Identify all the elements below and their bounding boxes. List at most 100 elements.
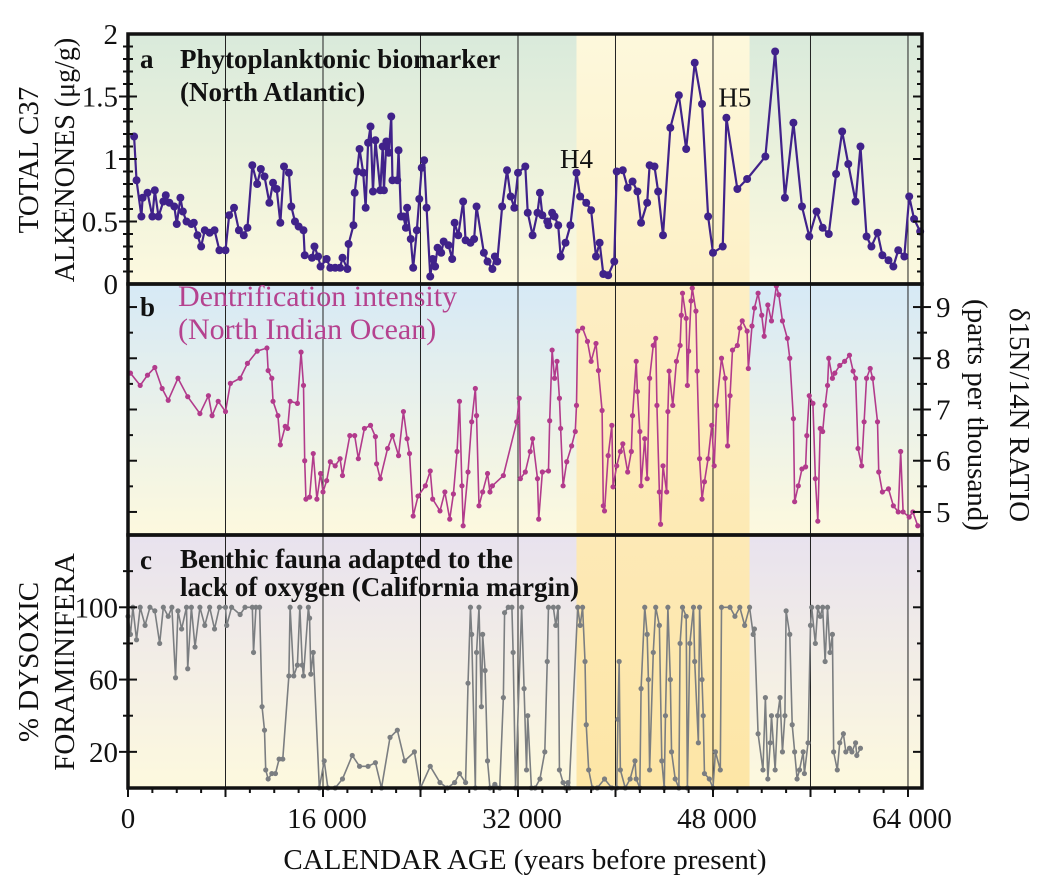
panel-c-data-point <box>523 767 530 773</box>
panel-c-data-point <box>767 740 773 746</box>
panel-a-data-point <box>382 137 391 146</box>
panel-c-data-point <box>525 713 531 719</box>
panel-c-data-point <box>560 779 566 786</box>
panel-a-data-point <box>838 127 847 136</box>
panel-c-data-point <box>650 649 656 656</box>
panel-a-data-point <box>406 235 415 243</box>
panel-b-data-point <box>874 419 881 425</box>
panel-c-data-point <box>555 604 561 610</box>
panel-b-data-point <box>473 413 480 419</box>
panel-c-data-point <box>586 767 592 773</box>
panel-a-data-point <box>771 47 780 56</box>
panel-a-y-tick-label: 1 <box>104 144 119 176</box>
panel-b-data-point <box>549 347 555 353</box>
panel-c-data-point <box>294 662 301 668</box>
panel-a-data-point <box>595 238 604 247</box>
panel-b-data-point <box>327 459 333 465</box>
panel-b-data-point <box>367 422 374 428</box>
panel-b-data-point <box>759 312 765 318</box>
panel-b-data-point <box>910 509 916 515</box>
panel-c-data-point <box>683 613 689 619</box>
panel-b-data-point <box>870 375 876 381</box>
panel-c-data-point <box>837 740 843 746</box>
panel-b-data-point <box>205 393 212 399</box>
panel-b-data-point <box>300 382 307 389</box>
panel-a-letter: a <box>140 44 154 74</box>
panel-c-data-point <box>286 673 292 679</box>
panel-c-data-point <box>249 604 255 610</box>
panel-b-data-point <box>339 472 346 479</box>
panel-c-data-point <box>772 767 778 773</box>
panel-b-data-point <box>803 464 809 470</box>
panel-b-data-point <box>285 425 291 432</box>
panel-b-data-point <box>460 523 466 529</box>
panel-b-data-point <box>395 453 402 459</box>
panel-a-data-point <box>450 218 459 227</box>
panel-a-data-point <box>554 221 563 230</box>
panel-c-data-point <box>644 631 650 637</box>
panel-c-data-point <box>677 640 683 647</box>
panel-b-data-point <box>677 342 683 349</box>
panel-b-data-point <box>665 408 671 415</box>
panel-b-data-point <box>832 370 838 376</box>
panel-a-data-point <box>384 148 393 157</box>
panel-b-data-point <box>165 397 171 403</box>
panel-a-data-point <box>628 177 637 186</box>
panel-a-data-point <box>272 185 281 193</box>
panel-c-data-point <box>760 767 766 773</box>
panel-b-data-point <box>822 402 828 409</box>
panel-c-data-point <box>192 644 198 650</box>
panel-b-data-point <box>725 443 731 449</box>
panel-a-y-tick-label: 0.5 <box>82 207 118 239</box>
panel-b-data-point <box>536 516 542 522</box>
panel-a-data-point <box>172 220 181 228</box>
panel-c-data-point <box>854 752 860 759</box>
panel-a-data-point <box>353 167 362 176</box>
panel-b-data-point <box>159 385 165 392</box>
panel-b-data-point <box>144 372 151 378</box>
panel-c-data-point <box>762 695 768 701</box>
panel-c-data-point <box>659 758 665 764</box>
panel-b-data-point <box>885 486 892 492</box>
panel-c-data-point <box>852 740 859 746</box>
y-axis-title-b-line2: (parts per thousand) <box>961 299 993 531</box>
panel-b-data-point <box>600 503 606 509</box>
panel-c-data-point <box>478 704 485 710</box>
panel-b-data-point <box>215 398 221 404</box>
panel-b-data-point <box>718 355 725 361</box>
panel-c-data-point <box>755 731 761 737</box>
panel-c-data-point <box>185 666 191 672</box>
panel-c-data-point <box>473 649 480 656</box>
panel-c-data-point <box>777 695 783 701</box>
panel-b-data-point <box>332 463 338 469</box>
panel-b-data-point <box>879 489 885 495</box>
panel-a-data-point <box>300 251 309 260</box>
x-tick-label: 64 000 <box>872 803 952 835</box>
panel-b-data-point <box>678 312 684 318</box>
panel-b-data-point <box>787 355 793 361</box>
panel-b-data-point <box>694 368 700 374</box>
panel-a-data-point <box>704 212 713 221</box>
panel-c-data-point <box>695 740 701 746</box>
y-axis-title-a-line1: TOTAL C37 <box>13 87 45 234</box>
panel-b-data-point <box>846 352 853 358</box>
panel-c-data-point <box>553 622 559 628</box>
panel-a-data-point <box>314 252 323 261</box>
panel-c-data-point <box>667 676 673 683</box>
panel-c-data-point <box>815 604 821 610</box>
panel-a-data-point <box>824 230 833 238</box>
panel-c-data-point <box>259 704 265 710</box>
panel-b-data-point <box>898 448 904 455</box>
panel-c-data-point <box>492 781 498 787</box>
panel-b-data-point <box>666 368 672 374</box>
panel-a-data-point <box>322 255 331 263</box>
panel-b-data-point <box>599 407 605 414</box>
panel-b-data-point <box>829 375 836 381</box>
panel-a-data-point <box>894 246 903 255</box>
panel-b-data-point <box>459 483 465 489</box>
panel-c-data-point <box>179 626 185 632</box>
panel-a-data-point <box>654 187 663 196</box>
panel-c-frame <box>126 533 924 790</box>
panel-a-data-point <box>844 160 853 168</box>
panel-b-data-point <box>686 348 692 354</box>
